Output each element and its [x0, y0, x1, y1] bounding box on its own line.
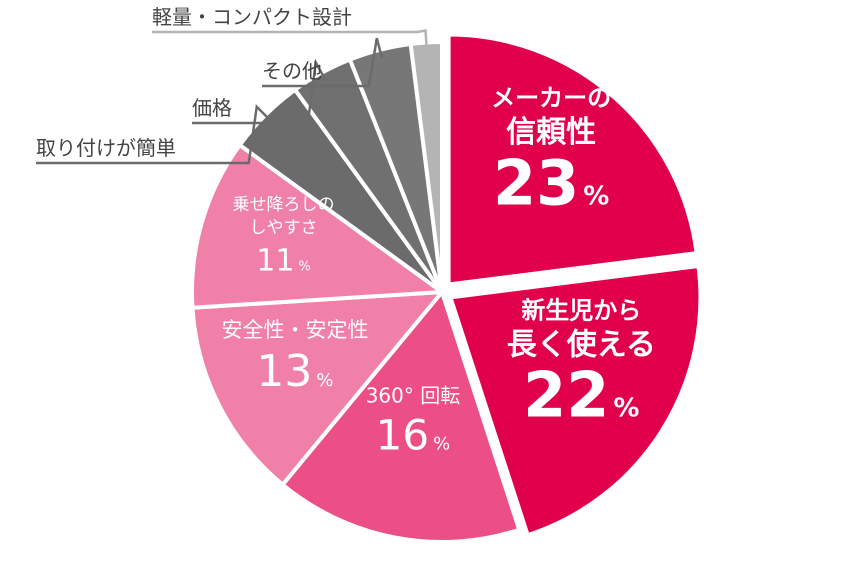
- slice-value-label: 16%: [376, 410, 451, 459]
- slice-label: その他: [262, 59, 322, 83]
- slice-value-label: 22%: [523, 359, 639, 432]
- slice-value-label: 13%: [256, 346, 333, 397]
- leader-line: [262, 37, 384, 88]
- slice-label: 軽量・コンパクト設計: [152, 5, 352, 29]
- pie-slices: [190, 32, 703, 544]
- slice-label: メーカーの: [491, 84, 611, 112]
- slice-label: 価格: [192, 96, 232, 120]
- pie-slice: [447, 263, 703, 538]
- leader-line: [192, 58, 327, 125]
- pie-slice: [190, 289, 447, 488]
- slice-label: 長く使える: [507, 327, 656, 362]
- slice-label: しやすさ: [250, 218, 318, 238]
- slice-label: 乗せ降ろしの: [233, 195, 335, 215]
- slice-label: 信頼性: [506, 115, 596, 150]
- leader-lines: [36, 29, 429, 165]
- slice-label: 360° 回転: [366, 383, 461, 407]
- slice-label: 新生児から: [521, 296, 641, 324]
- slice-value-label: 23%: [493, 146, 609, 219]
- slice-label: 安全性・安定性: [221, 318, 368, 342]
- leader-line: [152, 29, 429, 51]
- pie-slice: [446, 32, 699, 287]
- leader-line: [36, 104, 272, 165]
- slice-label: 取り付けが簡単: [36, 136, 176, 160]
- pie-slice: [190, 142, 448, 310]
- pie-slice: [279, 287, 522, 544]
- slice-value-label: 11%: [256, 243, 311, 278]
